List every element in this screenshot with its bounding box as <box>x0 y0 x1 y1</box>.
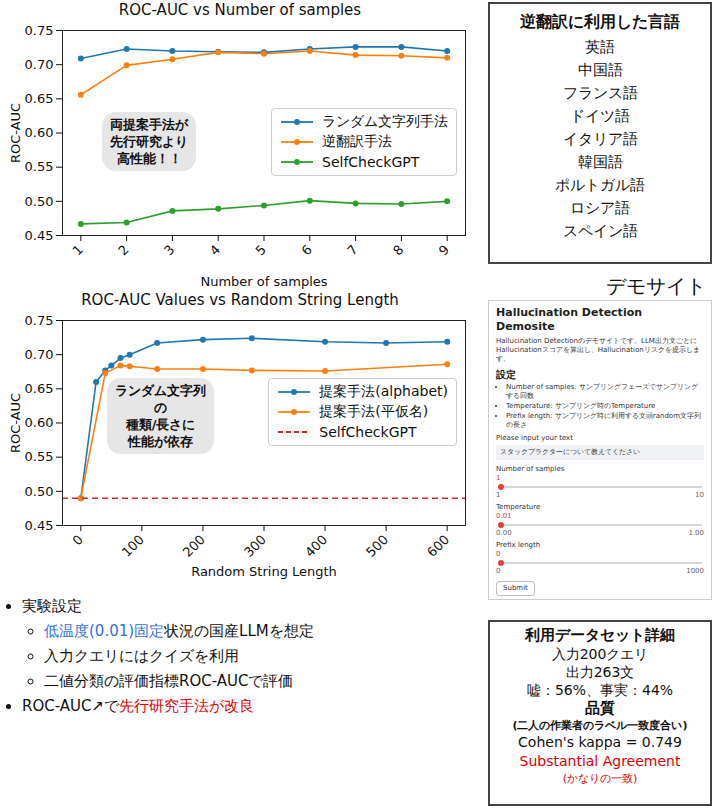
html-text:ROC-AUC Values vs Random Strin: ROC-AUC Values vs Random String Length <box>81 291 399 309</box>
svg-text:5: 5 <box>253 242 269 258</box>
svg-text:500: 500 <box>363 532 391 560</box>
html-text:ROC-AUC vs Number of samples: ROC-AUC vs Number of samples <box>118 1 362 19</box>
html-text:(かなりの一致): (かなりの一致) <box>562 772 638 785</box>
html-text:Hallucination Detectionのデモサイトで: Hallucination Detectionのデモサイトです。LLM出力文ごと… <box>496 337 700 363</box>
svg-text:1: 1 <box>69 242 85 258</box>
html-text:(二人の作業者のラベル一致度合い): (二人の作業者のラベル一致度合い) <box>512 719 688 732</box>
html-text:ロシア語: ロシア語 <box>570 199 630 217</box>
svg-text:0.60: 0.60 <box>25 415 54 430</box>
svg-text:0.75: 0.75 <box>25 23 54 38</box>
html-text:実験設定: 実験設定 <box>22 597 82 615</box>
html-text:Number of samples: サンプリングフェーズで: Number of samples: サンプリングフェーズでサンプリングする回数 <box>506 383 698 400</box>
svg-text:0.65: 0.65 <box>25 91 54 106</box>
html-text:ランダム文字列手法: ランダム文字列手法 <box>322 112 448 129</box>
html-text:英語: 英語 <box>585 38 615 56</box>
html-text:入力200クエリ: 入力200クエリ <box>551 646 649 662</box>
html-text:高性能！！: 高性能！！ <box>116 151 182 166</box>
html-text:設定: 設定 <box>496 369 516 380</box>
html-text:SelfCheckGPT: SelfCheckGPT <box>322 153 420 170</box>
html-text:嘘：56%、事実：44%: 嘘：56%、事実：44% <box>526 682 674 698</box>
html-text:Cohen's kappa = 0.749: Cohen's kappa = 0.749 <box>518 734 682 750</box>
svg-text:0.45: 0.45 <box>25 228 54 243</box>
html-text:利用データセット詳細: 利用データセット詳細 <box>525 626 675 644</box>
html-text:入力クエリにはクイズを利用: 入力クエリにはクイズを利用 <box>44 647 239 665</box>
svg-text:Random String Length: Random String Length <box>191 564 337 579</box>
svg-text:0.45: 0.45 <box>25 518 54 533</box>
html-text:Submit: Submit <box>503 584 528 592</box>
svg-text:0.60: 0.60 <box>25 125 54 140</box>
svg-text:0: 0 <box>69 532 85 548</box>
html-text:中国語: 中国語 <box>577 61 623 79</box>
html-text:低温度(0.01)固定状況の国産LLMを想定: 低温度(0.01)固定状況の国産LLMを想定 <box>44 622 314 640</box>
html-text:逆翻訳手法: 逆翻訳手法 <box>322 132 392 149</box>
html-text:韓国語: 韓国語 <box>577 153 623 171</box>
html-text:Temperature: Temperature <box>496 503 541 511</box>
html-text:Hallucination Detection Demosi: Hallucination Detection Demosite <box>496 306 642 333</box>
html-text:Substantial Agreement: Substantial Agreement <box>519 753 681 769</box>
html-text:イタリア語: イタリア語 <box>562 130 638 148</box>
svg-text:0.50: 0.50 <box>25 193 54 208</box>
html-text:1000: 1000 <box>686 567 704 575</box>
html-text:Please input your text: Please input your text <box>496 434 573 442</box>
svg-text:0.55: 0.55 <box>25 159 54 174</box>
svg-text:0.65: 0.65 <box>25 381 54 396</box>
html-text:ドイツ語: ドイツ語 <box>570 107 630 125</box>
svg-text:0.70: 0.70 <box>25 57 54 72</box>
html-text:1: 1 <box>496 491 501 499</box>
html-text:先行研究より: 先行研究より <box>110 134 188 149</box>
svg-text:300: 300 <box>241 532 269 560</box>
svg-text:0.70: 0.70 <box>25 347 54 362</box>
html-text:品質: 品質 <box>585 699 615 717</box>
svg-text:ROC-AUC: ROC-AUC <box>8 103 23 163</box>
html-text:提案手法(alphabet): 提案手法(alphabet) <box>319 383 448 400</box>
html-text:Number of samples: Number of samples <box>496 465 565 473</box>
html-text:性能が依存: 性能が依存 <box>128 434 193 450</box>
svg-text:7: 7 <box>344 242 360 258</box>
svg-text:6: 6 <box>298 242 314 258</box>
html-text:スペイン語: スペイン語 <box>562 222 638 240</box>
svg-text:0.75: 0.75 <box>25 313 54 328</box>
svg-text:0.55: 0.55 <box>25 449 54 464</box>
html-text:二値分類の評価指標ROC-AUCで評価: 二値分類の評価指標ROC-AUCで評価 <box>44 672 294 690</box>
html-text:フランス語: フランス語 <box>562 84 638 102</box>
html-text:スタックプラクターについて教えてください: スタックプラクターについて教えてください <box>500 448 640 456</box>
html-text:1.00: 1.00 <box>688 529 704 537</box>
html-text:Temperature: サンプリング時のTemperatu: Temperature: サンプリング時のTemperature <box>506 402 656 410</box>
html-text:1: 1 <box>496 474 501 482</box>
svg-text:ROC-AUC: ROC-AUC <box>8 393 23 453</box>
svg-text:9: 9 <box>436 242 452 258</box>
html-text:ポルトガル語: ポルトガル語 <box>555 176 645 194</box>
html-text:0.00: 0.00 <box>496 529 512 537</box>
svg-text:200: 200 <box>180 532 208 560</box>
html-text:逆翻訳に利用した言語: 逆翻訳に利用した言語 <box>520 12 680 31</box>
html-text:ROC-AUC↗で先行研究手法が改良: ROC-AUC↗で先行研究手法が改良 <box>22 697 255 715</box>
html-text:0.01: 0.01 <box>496 512 512 520</box>
html-text:提案手法(平仮名): 提案手法(平仮名) <box>319 403 429 420</box>
html-text:両提案手法が: 両提案手法が <box>110 117 188 132</box>
svg-text:8: 8 <box>390 242 406 258</box>
html-text:10: 10 <box>695 491 704 499</box>
html-text:種類/長さに: 種類/長さに <box>125 417 196 433</box>
html-text:の: の <box>154 400 167 416</box>
html-text:0: 0 <box>496 550 501 558</box>
svg-text:400: 400 <box>302 532 330 560</box>
html-text:出力263文: 出力263文 <box>565 664 635 680</box>
svg-text:100: 100 <box>119 532 147 560</box>
html-text:SelfCheckGPT: SelfCheckGPT <box>319 424 417 441</box>
svg-text:600: 600 <box>424 532 452 560</box>
html-text:デモサイト: デモサイト <box>606 274 706 298</box>
svg-text:2: 2 <box>115 242 131 258</box>
svg-text:3: 3 <box>161 242 177 258</box>
svg-text:0.50: 0.50 <box>25 483 54 498</box>
html-text:ランダム文字列: ランダム文字列 <box>115 383 206 399</box>
html-text:Prefix length: Prefix length <box>496 541 541 549</box>
html-text:Prefix length: サンプリング時に利用する文頭r: Prefix length: サンプリング時に利用する文頭random文字列の長… <box>506 412 701 429</box>
svg-text:Number of samples: Number of samples <box>200 274 327 289</box>
svg-text:4: 4 <box>207 242 223 258</box>
html-text:0: 0 <box>496 567 501 575</box>
